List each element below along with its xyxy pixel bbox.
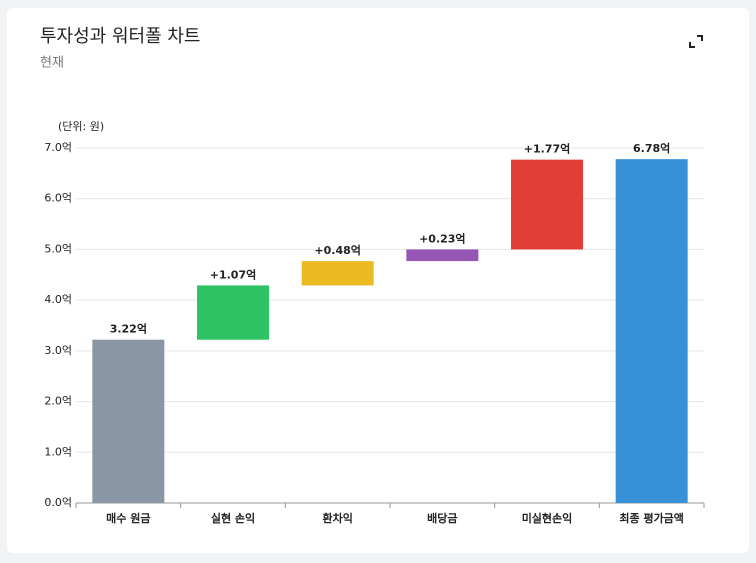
y-tick-label: 6.0억: [44, 192, 72, 205]
y-tick-label: 3.0억: [44, 344, 72, 357]
y-tick-label: 2.0억: [44, 395, 72, 408]
chart-subtitle: 현재: [40, 56, 64, 71]
x-tick-label: 환차익: [322, 511, 352, 525]
bar: [511, 159, 583, 250]
bar: [615, 159, 688, 503]
bar: [301, 261, 374, 286]
chart-title: 투자성과 워터폴 차트: [40, 26, 200, 47]
value-label: +0.48억: [314, 244, 360, 257]
y-tick-label: 4.0억: [44, 293, 72, 306]
value-label: +1.07억: [210, 268, 256, 281]
x-tick-label: 매수 원금: [106, 511, 150, 525]
bar: [92, 339, 165, 503]
value-label: +1.77억: [524, 143, 570, 156]
x-tick-label: 미실현손익: [522, 511, 573, 525]
expand-button[interactable]: [689, 35, 703, 48]
y-tick-label: 5.0억: [44, 242, 72, 255]
value-label: 6.78억: [633, 142, 670, 155]
bar: [197, 285, 269, 340]
y-tick-label: 1.0억: [44, 445, 72, 458]
x-tick-label: 실현 손익: [211, 511, 255, 525]
unit-label: (단위: 원): [58, 120, 104, 133]
value-label: +0.23억: [419, 232, 465, 245]
x-tick-label: 최종 평가금액: [619, 511, 684, 525]
y-tick-label: 0.0억: [44, 496, 72, 509]
value-label: 3.22억: [110, 323, 147, 336]
y-tick-label: 7.0억: [44, 141, 72, 154]
x-tick-label: 배당금: [427, 511, 457, 525]
bar: [406, 249, 479, 262]
